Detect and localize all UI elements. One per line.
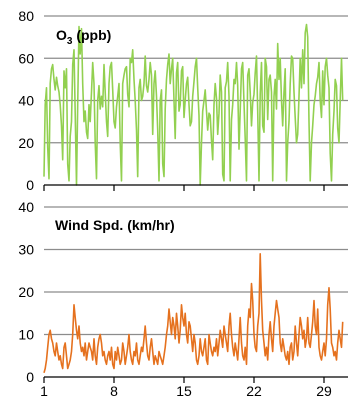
p2-y-tick-label: 40 — [18, 199, 34, 215]
p2-y-tick-label: 0 — [26, 369, 34, 385]
wind-x-ticks — [43, 377, 325, 383]
ozone-y-tick-labels: 0 20 40 60 80 — [18, 8, 34, 193]
wind-gridlines — [44, 206, 348, 336]
wind-x-tick-label: 29 — [316, 383, 332, 399]
p2-y-tick-label: 10 — [18, 327, 34, 343]
p1-y-tick-label: 80 — [18, 8, 34, 24]
wind-y-tick-labels: 0 10 20 30 40 — [18, 199, 34, 385]
wind-x-tick-label: 8 — [110, 383, 118, 399]
p2-y-tick-label: 30 — [18, 242, 34, 258]
wind-x-tick-label: 22 — [246, 383, 262, 399]
ozone-panel: 0 20 40 60 80 O3 (ppb) — [18, 8, 348, 193]
wind-panel: 0 10 20 30 40 1 8 15 22 29 Wind Spd. (km/hr) — [18, 199, 348, 399]
ozone-x-ticks — [43, 185, 325, 191]
wind-series-line — [43, 253, 344, 374]
wind-panel-title: Wind Spd. (km/hr) — [55, 217, 175, 233]
wind-x-tick-label: 1 — [40, 383, 48, 399]
ozone-panel-title: O3 (ppb) — [56, 27, 111, 47]
p1-y-tick-label: 40 — [18, 93, 34, 109]
p1-y-tick-label: 0 — [26, 177, 34, 193]
p2-y-tick-label: 20 — [18, 284, 34, 300]
wind-x-tick-label: 15 — [176, 383, 192, 399]
ozone-series-line — [43, 23, 344, 186]
p1-y-tick-label: 20 — [18, 135, 34, 151]
wind-x-tick-labels: 1 8 15 22 29 — [40, 383, 332, 399]
p1-y-tick-label: 60 — [18, 50, 34, 66]
